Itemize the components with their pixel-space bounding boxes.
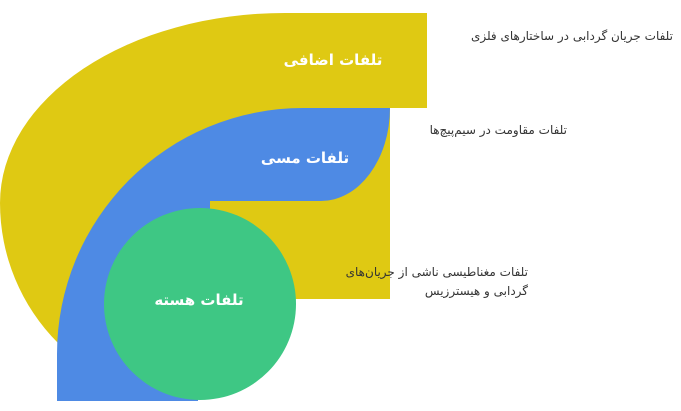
description-copper-losses: تلفات مقاومت در سیم‌پیچ‌ها [429,123,567,137]
label-core-losses: تلفات هسته [154,291,243,309]
label-copper-losses: تلفات مسی [261,149,349,167]
description-extra-losses: تلفات جریان گردابی در ساختارهای فلزی [470,29,673,43]
band-core-losses [104,208,296,400]
label-extra-losses: تلفات اضافی [284,51,383,69]
description-core-losses: تلفات مغناطیسی ناشی از جریان‌های گردابی … [345,265,528,298]
